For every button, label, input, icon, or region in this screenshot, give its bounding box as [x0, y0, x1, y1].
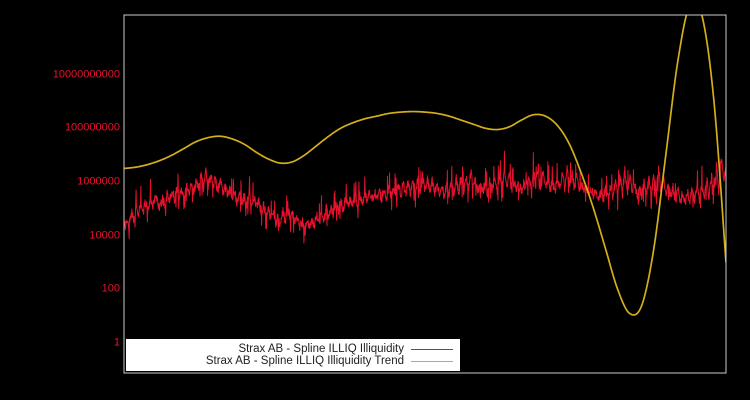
plot-area	[123, 14, 727, 374]
y-axis-tick-label: 10000000000	[52, 68, 120, 80]
y-axis-tick-label: 10000	[89, 229, 120, 242]
legend-color-swatch	[411, 360, 453, 362]
legend-label: Strax AB - Spline ILLIQ Illiquidity Tren…	[205, 355, 404, 367]
legend-color-swatch	[411, 348, 453, 350]
series-line-illiquidity-trend	[124, 15, 726, 316]
y-axis-tick-label: 1000000	[77, 175, 120, 188]
series-line-illiquidity	[124, 150, 726, 244]
legend-label: Strax AB - Spline ILLIQ Illiquidity	[238, 343, 404, 355]
y-axis-tick-label: 1	[113, 336, 120, 349]
legend-item: Strax AB - Spline ILLIQ Illiquidity Tren…	[133, 355, 453, 367]
legend-item: Strax AB - Spline ILLIQ Illiquidity	[133, 343, 453, 355]
y-axis-tick-label: 100	[101, 282, 120, 295]
chart-legend: Strax AB - Spline ILLIQ Illiquidity Stra…	[126, 339, 460, 371]
y-axis-tick-label: 100000000	[64, 121, 120, 134]
plot-border	[123, 14, 727, 374]
